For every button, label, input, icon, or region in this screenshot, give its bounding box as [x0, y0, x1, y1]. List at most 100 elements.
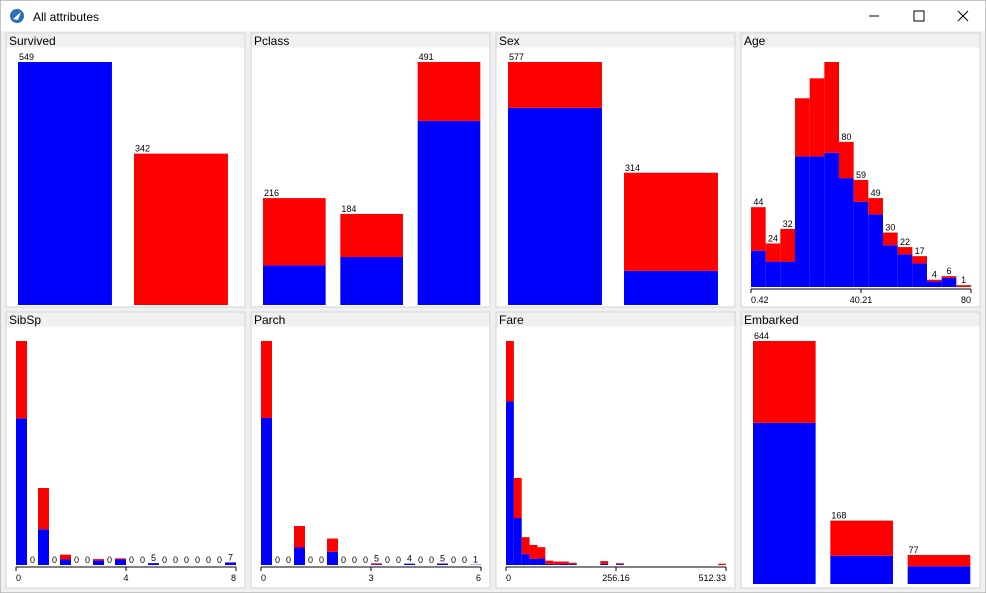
histogram-segment: [60, 554, 71, 560]
histogram-segment: [795, 98, 810, 157]
histogram-segment: [912, 256, 927, 264]
title-bar: [1, 1, 985, 31]
histogram-segment: [912, 263, 927, 287]
panel-title: SibSp: [9, 313, 41, 327]
bar-segment: [417, 62, 481, 121]
bar-label: 168: [831, 511, 846, 521]
bin-label: 49: [871, 188, 881, 198]
x-tick-label: 8: [231, 573, 236, 583]
bin-label: 0: [129, 555, 134, 565]
histogram-segment: [751, 207, 766, 251]
histogram-segment: [521, 537, 530, 555]
histogram-segment: [941, 277, 957, 287]
histogram-segment: [795, 156, 810, 287]
bar-label: 216: [264, 188, 279, 198]
histogram-segment: [780, 228, 796, 262]
bin-label: 24: [768, 233, 778, 243]
bin-label: 22: [900, 237, 910, 247]
bin-label: 0: [363, 555, 368, 565]
bar-label: 644: [754, 331, 769, 341]
panel: [250, 311, 491, 589]
panel-header: [496, 33, 735, 48]
histogram-segment: [897, 254, 913, 287]
x-tick-label: 0: [261, 573, 266, 583]
histogram-segment: [93, 559, 104, 561]
histogram-segment: [115, 559, 126, 565]
panel-header: [6, 33, 245, 48]
bar-label: 577: [509, 52, 524, 62]
histogram-segment: [568, 564, 577, 565]
histogram-segment: [404, 563, 415, 565]
bin-label: 0: [275, 555, 280, 565]
histogram-segment: [926, 281, 942, 287]
bar-segment: [830, 520, 893, 556]
bar-segment: [263, 265, 326, 305]
panel-title: Age: [744, 34, 766, 48]
window-title: All attributes: [33, 10, 99, 24]
bin-label: 0: [206, 555, 211, 565]
histogram-segment: [513, 518, 522, 565]
bin-label: 0: [451, 555, 456, 565]
x-tick-label: 256.16: [602, 573, 630, 583]
bin-label: 32: [783, 219, 793, 229]
bar-segment: [417, 120, 481, 305]
bin-label: 0: [52, 555, 57, 565]
bin-label: 0: [385, 555, 390, 565]
histogram-segment: [809, 78, 825, 157]
histogram-segment: [616, 563, 624, 565]
bin-label: 0: [184, 555, 189, 565]
bar-segment: [340, 256, 403, 305]
histogram-segment: [765, 243, 781, 262]
x-tick-label: 6: [476, 573, 481, 583]
bar-segment: [830, 555, 893, 584]
bar-segment: [624, 270, 718, 305]
histogram-segment: [60, 559, 71, 565]
close-button[interactable]: [957, 10, 969, 22]
bin-label: 1: [961, 275, 966, 285]
histogram-segment: [868, 198, 884, 215]
histogram-segment: [261, 341, 272, 418]
histogram-segment: [553, 564, 562, 565]
panel-title: Fare: [499, 313, 524, 327]
panel-title: Survived: [9, 34, 56, 48]
x-tick-label: 0: [506, 573, 511, 583]
bin-label: 0: [462, 555, 467, 565]
panel-title: Pclass: [254, 34, 289, 48]
bin-label: 0: [173, 555, 178, 565]
bin-label: 0: [429, 555, 434, 565]
panel-header: [251, 312, 490, 327]
bar-segment: [508, 62, 602, 108]
bin-label: 17: [915, 246, 925, 256]
histogram-segment: [853, 179, 869, 202]
histogram-segment: [553, 561, 562, 565]
bin-label: 4: [932, 270, 937, 280]
bar-label: 491: [419, 52, 434, 62]
histogram-segment: [838, 178, 854, 287]
bar-segment: [753, 341, 816, 423]
bin-label: 0: [308, 555, 313, 565]
bin-label: 30: [885, 223, 895, 233]
bin-label: 0: [85, 555, 90, 565]
bin-label: 0: [396, 555, 401, 565]
bin-label: 0: [341, 555, 346, 565]
histogram-segment: [294, 526, 305, 548]
x-tick-label: 0.42: [751, 295, 769, 305]
histogram-segment: [545, 560, 554, 564]
bin-label: 7: [228, 552, 233, 562]
bin-label: 6: [946, 266, 951, 276]
histogram-segment: [513, 478, 522, 519]
bar-label: 314: [625, 163, 640, 173]
histogram-segment: [883, 232, 898, 246]
histogram-segment: [897, 247, 913, 255]
histogram-segment: [327, 538, 338, 552]
histogram-segment: [506, 401, 514, 565]
histogram-segment: [616, 564, 624, 565]
bin-label: 44: [753, 197, 763, 207]
x-tick-label: 3: [368, 573, 373, 583]
histogram-segment: [437, 563, 448, 565]
bin-label: 59: [856, 170, 866, 180]
maximize-button[interactable]: [913, 10, 925, 22]
histogram-segment: [371, 564, 382, 565]
x-tick-label: 40.21: [850, 295, 873, 305]
